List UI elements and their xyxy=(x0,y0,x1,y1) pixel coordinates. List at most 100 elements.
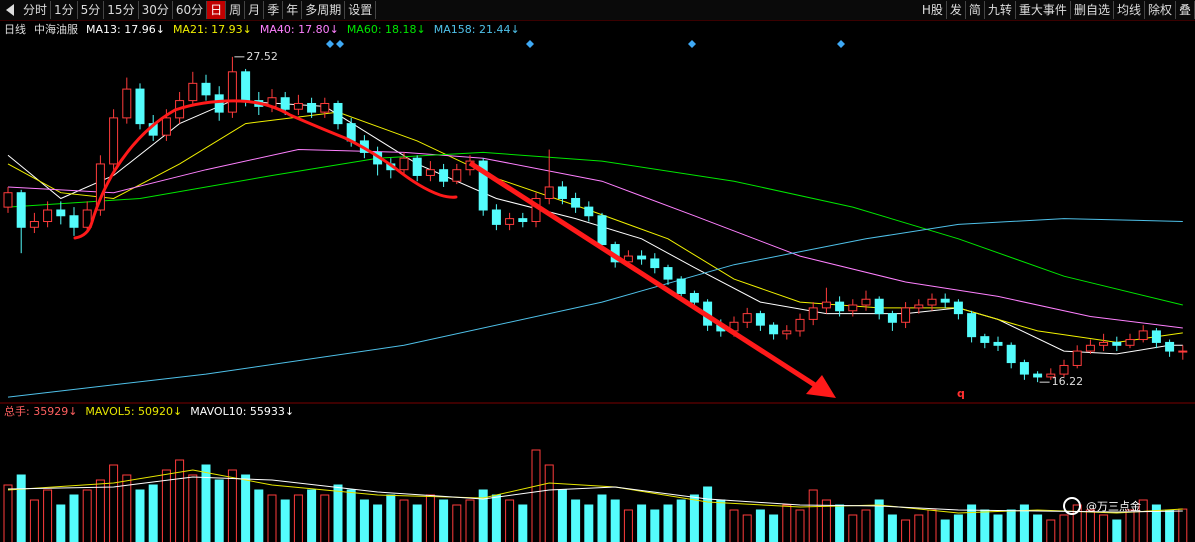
tool-tabs: H股发简九转 重大事件 删自选 均线 除权叠 xyxy=(919,0,1195,20)
toolbar: 分时 1分 5分 15分 30分 60分日周月季年多周期 设置 H股发简九转 重大事件 删自选均… xyxy=(0,0,1195,21)
candle-body xyxy=(571,197,581,208)
candle-body xyxy=(3,192,13,208)
candle-body xyxy=(109,117,119,165)
toolbar-tab[interactable]: 日 xyxy=(207,1,227,19)
candle-body xyxy=(1125,339,1135,346)
watermark: @万三点金 xyxy=(1086,499,1141,513)
toolbar-tab[interactable]: H股 xyxy=(919,1,947,19)
volume-bar xyxy=(953,514,963,542)
candle-body xyxy=(584,206,594,217)
toolbar-tab[interactable]: 设置 xyxy=(345,1,377,19)
event-marker xyxy=(688,40,696,48)
moving-average-line xyxy=(7,151,1183,306)
volume-bar xyxy=(95,479,105,542)
volume-bar xyxy=(1059,514,1069,542)
candle-body xyxy=(1151,330,1161,343)
legend-label: MA158: 21.44↓ xyxy=(434,23,520,36)
volume-bar xyxy=(610,499,620,542)
toolbar-tab[interactable]: 九转 xyxy=(985,1,1016,19)
volume-bar xyxy=(623,509,633,542)
event-marker xyxy=(326,40,334,48)
hand-drawn-curve xyxy=(73,99,458,240)
toolbar-tab[interactable]: 5分 xyxy=(78,1,105,19)
toolbar-tab[interactable]: 分时 xyxy=(20,1,52,19)
toolbar-tab[interactable]: 周 xyxy=(226,1,246,19)
candle-body xyxy=(122,88,132,119)
volume-bar xyxy=(241,474,251,542)
volume-bar xyxy=(782,504,792,542)
toolbar-tab[interactable]: 年 xyxy=(283,1,303,19)
candle-body xyxy=(1165,341,1175,352)
candle-body xyxy=(927,298,937,306)
toolbar-tab[interactable]: 月 xyxy=(245,1,265,19)
toolbar-tab[interactable]: 重大事件 xyxy=(1016,1,1071,19)
moving-average-line xyxy=(7,111,1183,343)
moving-average-line xyxy=(7,148,1183,329)
back-icon[interactable] xyxy=(6,4,14,16)
volume-bar xyxy=(1072,504,1082,542)
toolbar-tab[interactable]: 15分 xyxy=(104,1,139,19)
toolbar-tab[interactable]: 叠 xyxy=(1176,1,1195,19)
candle-body xyxy=(201,82,211,96)
candle-body xyxy=(676,278,686,294)
candle-body xyxy=(1019,362,1029,375)
candle-body xyxy=(821,301,831,309)
toolbar-tab[interactable]: 除权 xyxy=(1145,1,1176,19)
candle-body xyxy=(1138,330,1148,341)
candle-body xyxy=(887,313,897,323)
candle-body xyxy=(901,307,911,323)
candle-body xyxy=(214,94,224,113)
candle-body xyxy=(478,160,488,211)
toolbar-tab[interactable]: 多周期 xyxy=(302,1,346,19)
volume-bar xyxy=(650,509,660,542)
volume-bar xyxy=(835,504,845,542)
volume-bar xyxy=(1085,509,1095,542)
moving-average-line xyxy=(7,218,1183,398)
toolbar-tab[interactable]: 1分 xyxy=(51,1,78,19)
event-markers xyxy=(326,40,845,48)
volume-bar xyxy=(56,504,66,542)
candle-body xyxy=(161,117,171,136)
candle-body xyxy=(1033,373,1043,378)
toolbar-tab[interactable]: 季 xyxy=(264,1,284,19)
volume-bar xyxy=(584,504,594,542)
candle-body xyxy=(69,215,79,228)
candle-body xyxy=(16,192,26,228)
moving-average-line xyxy=(7,100,1183,355)
toolbar-tab[interactable]: 30分 xyxy=(139,1,173,19)
volume-bar xyxy=(491,494,501,542)
candle-body xyxy=(241,71,251,102)
volume-bar xyxy=(359,499,369,542)
volume-bar xyxy=(1138,499,1148,542)
trend-arrow-head xyxy=(806,375,836,398)
candle-body xyxy=(993,341,1003,346)
volume-bar xyxy=(861,509,871,542)
volume-bar xyxy=(755,509,765,542)
volume-bar xyxy=(887,514,897,542)
legend-label: MAVOL10: 55933↓ xyxy=(190,405,294,418)
volume-bar xyxy=(1006,509,1016,542)
candle-body xyxy=(1059,364,1069,375)
volume-bar xyxy=(901,519,911,542)
volume-bar xyxy=(254,489,264,542)
volume-average-line xyxy=(7,476,1183,513)
toolbar-tab[interactable]: 简 xyxy=(966,1,985,19)
toolbar-tab[interactable]: 60分 xyxy=(173,1,208,19)
volume-bar xyxy=(795,509,805,542)
volume-bar xyxy=(267,494,277,542)
volume-bar xyxy=(557,489,567,542)
toolbar-tab[interactable]: 均线 xyxy=(1114,1,1145,19)
legend-label: 总手: 35929↓ xyxy=(4,404,77,418)
candle-body xyxy=(1006,344,1016,364)
volume-bar xyxy=(16,474,26,542)
toolbar-tab[interactable]: 发 xyxy=(947,1,966,19)
volume-bar xyxy=(597,494,607,542)
candle-body xyxy=(425,169,435,176)
candle-body xyxy=(861,298,871,306)
candle-body xyxy=(980,336,990,343)
volume-bar xyxy=(214,479,224,542)
candle-body xyxy=(412,157,422,176)
toolbar-tab[interactable]: 删自选 xyxy=(1071,1,1114,19)
legend-label: MA13: 17.96↓ xyxy=(86,23,165,36)
